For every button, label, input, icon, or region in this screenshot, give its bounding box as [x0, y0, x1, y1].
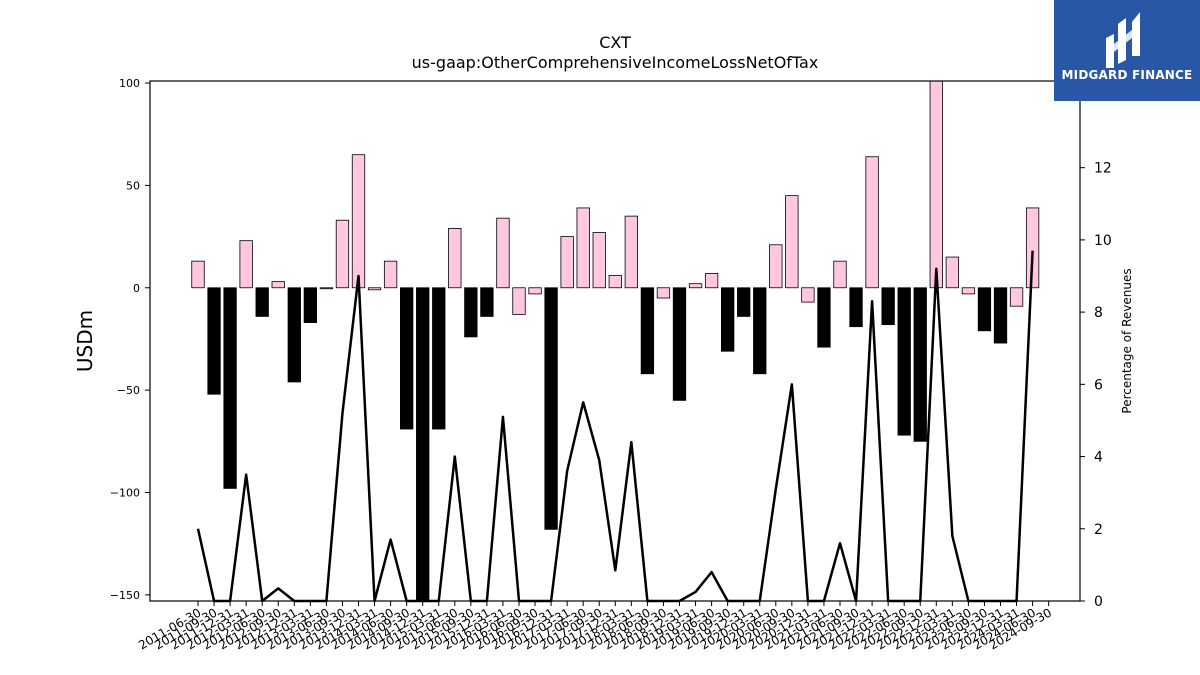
bar: [817, 287, 831, 348]
bar: [881, 287, 895, 326]
bar: [688, 283, 703, 289]
bar: [432, 287, 446, 430]
bar: [239, 240, 253, 289]
bar: [480, 287, 494, 317]
bar: [464, 287, 478, 338]
y2-tick-label: 10: [1094, 233, 1112, 249]
y-tick-label: −150: [110, 589, 140, 602]
y-tick-label: −50: [117, 384, 140, 397]
bar: [560, 236, 574, 289]
bar: [977, 287, 992, 332]
bar: [592, 232, 606, 289]
bar: [416, 287, 430, 602]
y-axis-label: USDm: [73, 310, 97, 372]
bar: [351, 154, 366, 289]
bar: [367, 287, 382, 291]
bar: [271, 281, 285, 289]
bar: [544, 287, 558, 530]
y2-axis-label: Percentage of Revenues: [1120, 268, 1134, 413]
bar: [287, 287, 301, 383]
bar: [383, 260, 398, 289]
bar: [672, 287, 687, 401]
bar: [1025, 207, 1040, 289]
y-tick-label: 100: [119, 77, 140, 90]
y-tick-label: 0: [133, 282, 140, 295]
bar: [448, 227, 462, 289]
bar: [1009, 287, 1024, 307]
bar: [528, 287, 542, 295]
chart-title: CXT: [599, 33, 631, 52]
y2-tick-label: 8: [1094, 305, 1103, 321]
bar: [608, 275, 622, 289]
bar: [833, 260, 847, 289]
bar: [624, 215, 638, 289]
bar: [704, 273, 719, 289]
y2-tick-label: 2: [1094, 522, 1103, 538]
bar: [737, 287, 751, 317]
chart-subtitle: us-gaap:OtherComprehensiveIncomeLossNetO…: [412, 53, 819, 72]
bar: [335, 219, 350, 289]
brand-logo: MIDGARD FINANCE: [1054, 0, 1200, 101]
bar-group: [191, 80, 1040, 602]
bar: [801, 287, 815, 303]
bar: [849, 287, 863, 328]
x-axis: 2011-06-302011-09-302011-12-312012-03-31…: [136, 601, 1054, 652]
logo-text: MIDGARD FINANCE: [1061, 68, 1193, 82]
bar: [897, 287, 911, 436]
y2-tick-label: 0: [1094, 594, 1103, 610]
bar: [191, 260, 205, 289]
bar: [961, 287, 976, 295]
y2-tick-label: 4: [1094, 450, 1103, 466]
y-axis-left: 100 50 0 −50 −100 −150: [110, 77, 150, 602]
bar: [785, 195, 799, 289]
bar: [512, 287, 526, 315]
y2-tick-label: 12: [1094, 161, 1112, 177]
bar: [929, 80, 943, 289]
bar: [399, 287, 414, 430]
bar: [721, 287, 735, 352]
bar: [993, 287, 1008, 344]
y2-tick-label: 6: [1094, 377, 1103, 393]
bar: [319, 287, 334, 290]
bar: [656, 287, 671, 299]
y-tick-label: 50: [126, 179, 140, 192]
logo-mark-icon: [1106, 12, 1140, 68]
bar: [576, 207, 590, 289]
y-tick-label: −100: [110, 486, 140, 499]
bar: [207, 287, 221, 395]
bar: [913, 287, 927, 442]
bar: [945, 256, 959, 289]
bar: [753, 287, 767, 375]
y-axis-right: 02468101214: [1080, 88, 1112, 610]
bar: [640, 287, 655, 375]
bar: [303, 287, 318, 323]
bar: [496, 217, 510, 289]
bar: [769, 244, 783, 289]
bar: [255, 287, 269, 317]
bar: [223, 287, 237, 489]
bar: [865, 156, 879, 289]
